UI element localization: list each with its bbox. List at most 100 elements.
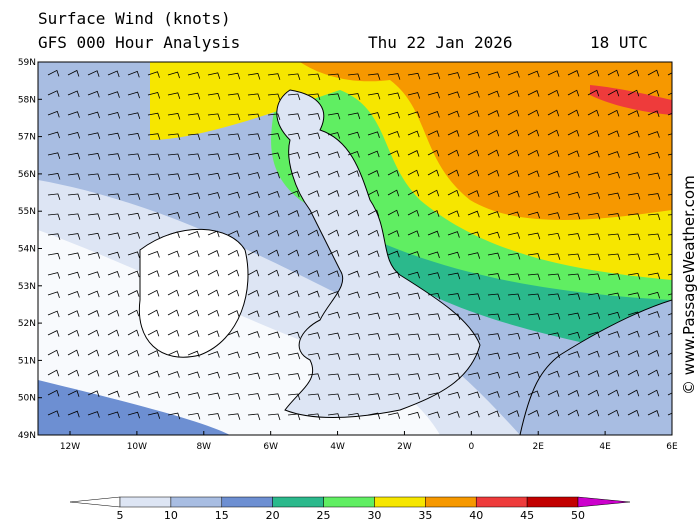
wind-barb — [147, 309, 160, 317]
wind-barb — [227, 351, 240, 359]
wind-barb — [547, 332, 561, 339]
wind-barb — [107, 390, 120, 398]
wind-barb — [47, 110, 60, 118]
wind-barb — [427, 110, 440, 118]
wind-barb — [567, 331, 581, 339]
wind-barb — [307, 229, 320, 237]
wind-barb — [47, 152, 61, 160]
wind-barb — [547, 409, 560, 417]
wind-barb — [587, 89, 600, 97]
wind-barb — [547, 273, 561, 281]
wind-barb — [267, 393, 281, 400]
wind-barb — [507, 313, 521, 321]
wind-barb — [387, 209, 400, 217]
wind-barb — [307, 373, 321, 380]
wind-barb — [467, 293, 481, 300]
wind-barb — [607, 350, 620, 358]
wind-barb — [527, 253, 541, 260]
lat-label: 57N — [18, 133, 36, 143]
wind-barb — [407, 72, 421, 80]
wind-barb — [267, 152, 281, 160]
wind-barb — [407, 333, 421, 341]
wind-barb — [367, 291, 380, 299]
wind-barb — [367, 73, 381, 80]
colorbar-label: 25 — [317, 509, 331, 522]
wind-barb — [227, 113, 241, 121]
wind-barb — [627, 389, 640, 397]
wind-barb — [147, 92, 161, 99]
wind-barb — [467, 333, 481, 341]
wind-barb — [587, 192, 601, 199]
wind-barb — [247, 93, 261, 101]
wind-barb — [87, 390, 100, 398]
wind-barb — [307, 352, 321, 360]
wind-barb — [147, 133, 161, 140]
wind-barb — [547, 212, 561, 219]
wind-barb — [247, 152, 261, 160]
wind-barb — [87, 252, 101, 259]
wind-barb — [427, 210, 440, 217]
wind-barb — [547, 253, 561, 260]
wind-barb — [47, 69, 60, 77]
wind-barb — [187, 309, 200, 317]
wind-barb — [107, 411, 120, 419]
wind-barb — [627, 151, 640, 159]
wind-barb — [627, 272, 641, 280]
wind-barb — [367, 150, 380, 158]
wind-barb — [527, 409, 540, 417]
wind-barb — [347, 291, 360, 299]
wind-barb — [587, 350, 600, 358]
wind-barb — [287, 269, 300, 277]
wind-barb — [607, 253, 621, 261]
wind-barb — [67, 111, 80, 118]
wind-barb — [607, 331, 620, 338]
wind-barb — [527, 313, 541, 320]
wind-barb — [207, 172, 221, 180]
wind-barb — [587, 389, 600, 397]
wind-barb — [167, 329, 180, 337]
wind-barb — [447, 353, 461, 360]
wind-barb — [507, 352, 521, 359]
wind-barb — [327, 170, 340, 178]
wind-barb — [127, 70, 140, 78]
wind-barb — [427, 130, 440, 137]
wind-barb — [247, 310, 260, 318]
wind-barb — [627, 311, 640, 319]
wind-barb — [107, 153, 121, 160]
wind-barb — [407, 271, 420, 279]
colorbar-segment — [475, 496, 528, 508]
colorbar-label: 40 — [469, 509, 483, 522]
wind-barb — [47, 349, 60, 357]
lat-label: 54N — [18, 245, 36, 255]
wind-barb — [447, 411, 460, 418]
wind-barb — [227, 210, 240, 218]
wind-barb — [487, 293, 501, 301]
colorbar-label: 30 — [367, 509, 381, 522]
wind-barb — [307, 311, 320, 319]
wind-barb — [187, 392, 201, 399]
wind-barb — [167, 173, 181, 180]
wind-barb — [247, 393, 261, 400]
wind-barb — [207, 113, 221, 121]
wind-barb — [627, 192, 641, 200]
wind-barb — [67, 193, 81, 201]
wind-barb — [427, 169, 440, 177]
wind-barb — [527, 170, 540, 178]
wind-barb — [527, 191, 540, 198]
wind-barb — [387, 92, 401, 100]
wind-barb — [607, 151, 620, 158]
wind-barb — [227, 413, 241, 420]
wind-barb — [507, 190, 520, 198]
wind-barb — [547, 109, 560, 117]
wind-barb — [187, 211, 200, 219]
wind-barb — [207, 371, 220, 379]
wind-barb — [447, 231, 460, 238]
wind-barb — [627, 130, 640, 138]
wind-barb — [87, 193, 101, 201]
wind-barb — [187, 113, 201, 120]
wind-barb — [207, 309, 220, 317]
wind-barb — [627, 330, 640, 338]
wind-barb — [127, 112, 141, 120]
